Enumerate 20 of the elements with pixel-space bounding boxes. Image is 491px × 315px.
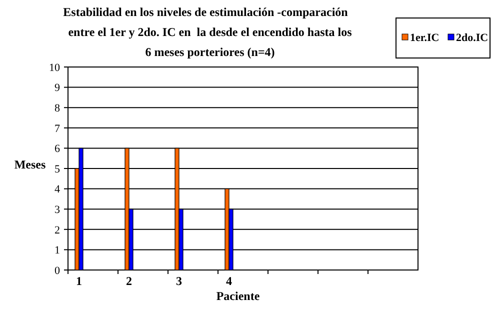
chart-title: Estabilidad en los niveles de estimulación -comparación entre el 1er y 2do. IC en la desde el encendido hasta los 6 meses porteriores (n=4): [63, 5, 357, 59]
x-tick-label: 2: [126, 274, 132, 288]
y-tick-label: 8: [54, 102, 60, 114]
x-axis-title: Paciente: [216, 289, 260, 303]
y-tick-label: 1: [54, 244, 60, 257]
y-tick-label: 0: [54, 264, 60, 277]
legend-label: 2do.IC: [456, 32, 488, 44]
y-tick-label: 10: [49, 62, 60, 74]
x-tick-label: 1: [76, 274, 82, 288]
x-tick-label: 4: [226, 274, 232, 288]
legend-label: 1er.IC: [410, 32, 440, 44]
y-tick-label: 2: [54, 224, 60, 236]
y-tick-label: 4: [54, 184, 60, 196]
y-axis-title: Meses: [14, 158, 46, 172]
y-tick-label: 6: [54, 143, 60, 156]
y-tick-label: 3: [54, 204, 60, 216]
y-tick-label: 9: [54, 82, 60, 94]
y-tick-label: 7: [54, 122, 60, 135]
y-tick-label: 5: [54, 163, 60, 176]
x-tick-label: 3: [176, 274, 182, 288]
